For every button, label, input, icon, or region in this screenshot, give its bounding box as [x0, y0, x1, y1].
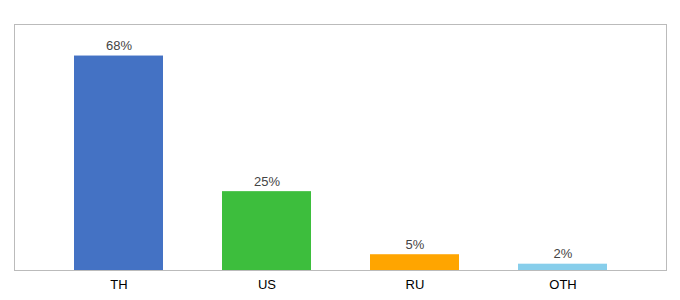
svg-text:US: US: [258, 277, 276, 292]
svg-text:OTH: OTH: [549, 277, 576, 292]
svg-text:2%: 2%: [554, 246, 573, 261]
svg-text:68%: 68%: [106, 38, 132, 53]
svg-text:5%: 5%: [406, 237, 425, 252]
svg-text:25%: 25%: [254, 174, 280, 189]
svg-text:RU: RU: [406, 277, 425, 292]
svg-text:TH: TH: [110, 277, 127, 292]
